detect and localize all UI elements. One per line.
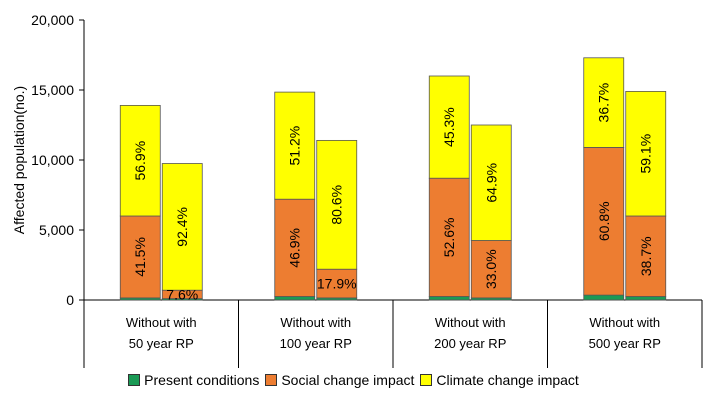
data-label: 41.5% <box>132 237 148 277</box>
axis-layer: 0 5,000 10,000 15,000 20,000 Without with 50 y… <box>31 12 703 368</box>
data-label: 38.7% <box>638 236 654 276</box>
category-label-line2: 500 year RP <box>589 336 661 351</box>
category-label-line2: 100 year RP <box>280 336 352 351</box>
legend: Present conditions Social change impact Cl… <box>0 372 707 388</box>
data-label: 45.3% <box>441 107 457 147</box>
labels-layer: 41.5% 56.9% 7.6% 92.4% 46.9% 51.2% 17.9% 80.6% 5… <box>132 83 654 303</box>
bar-segment <box>625 215 667 297</box>
data-label: 51.2% <box>287 126 303 166</box>
data-label: 52.6% <box>441 217 457 257</box>
data-label: 33.0% <box>483 249 499 289</box>
category-label-line1: Without with <box>126 315 197 330</box>
y-tick-label: 5,000 <box>39 222 74 238</box>
category-label-line2: 200 year RP <box>434 336 506 351</box>
y-tick-label: 0 <box>66 292 74 308</box>
data-label: 92.4% <box>174 207 190 247</box>
bar-segment <box>161 163 203 291</box>
y-axis-label: Affected population(no.) <box>11 86 27 234</box>
legend-item: Climate change impact <box>420 372 579 388</box>
data-label: 80.6% <box>329 185 345 225</box>
legend-item: Present conditions <box>128 372 259 388</box>
bar-segment <box>583 294 625 301</box>
category-label-line2: 50 year RP <box>129 336 194 351</box>
bars-layer <box>119 57 667 301</box>
bar-segment <box>583 57 625 148</box>
y-tick-label: 20,000 <box>31 12 74 28</box>
bar-segment <box>428 177 470 297</box>
category-label-line1: Without with <box>589 315 660 330</box>
bar-segment <box>470 124 512 241</box>
category-label-line1: Without with <box>435 315 506 330</box>
data-label: 7.6% <box>166 286 198 302</box>
data-label: 64.9% <box>483 163 499 203</box>
legend-label: Present conditions <box>144 372 260 388</box>
bar-segment <box>316 268 358 299</box>
stacked-bar-chart: 0 5,000 10,000 15,000 20,000 Without with 50 y… <box>11 12 703 368</box>
legend-swatch <box>128 374 141 386</box>
legend-swatch <box>420 374 433 386</box>
data-label: 17.9% <box>317 276 357 292</box>
legend-label: Climate change impact <box>436 372 579 388</box>
data-label: 59.1% <box>638 134 654 174</box>
data-label: 60.8% <box>596 201 612 241</box>
bar-segment <box>428 75 470 179</box>
data-label: 46.9% <box>287 228 303 268</box>
bar-segment <box>274 198 316 297</box>
bar-segment <box>583 146 625 296</box>
category-label-line1: Without with <box>280 315 351 330</box>
data-label: 56.9% <box>132 141 148 181</box>
legend-item: Social change impact <box>265 372 414 388</box>
bar-segment <box>274 296 316 301</box>
legend-swatch <box>265 374 278 386</box>
y-tick-label: 15,000 <box>31 82 74 98</box>
bar-segment <box>428 296 470 301</box>
bar-segment <box>316 139 358 270</box>
bar-segment <box>119 105 161 217</box>
data-label: 36.7% <box>596 83 612 123</box>
bar-segment <box>625 91 667 217</box>
y-tick-label: 10,000 <box>31 152 74 168</box>
bar-segment <box>625 296 667 301</box>
bar-segment <box>274 91 316 200</box>
legend-label: Social change impact <box>281 372 415 388</box>
